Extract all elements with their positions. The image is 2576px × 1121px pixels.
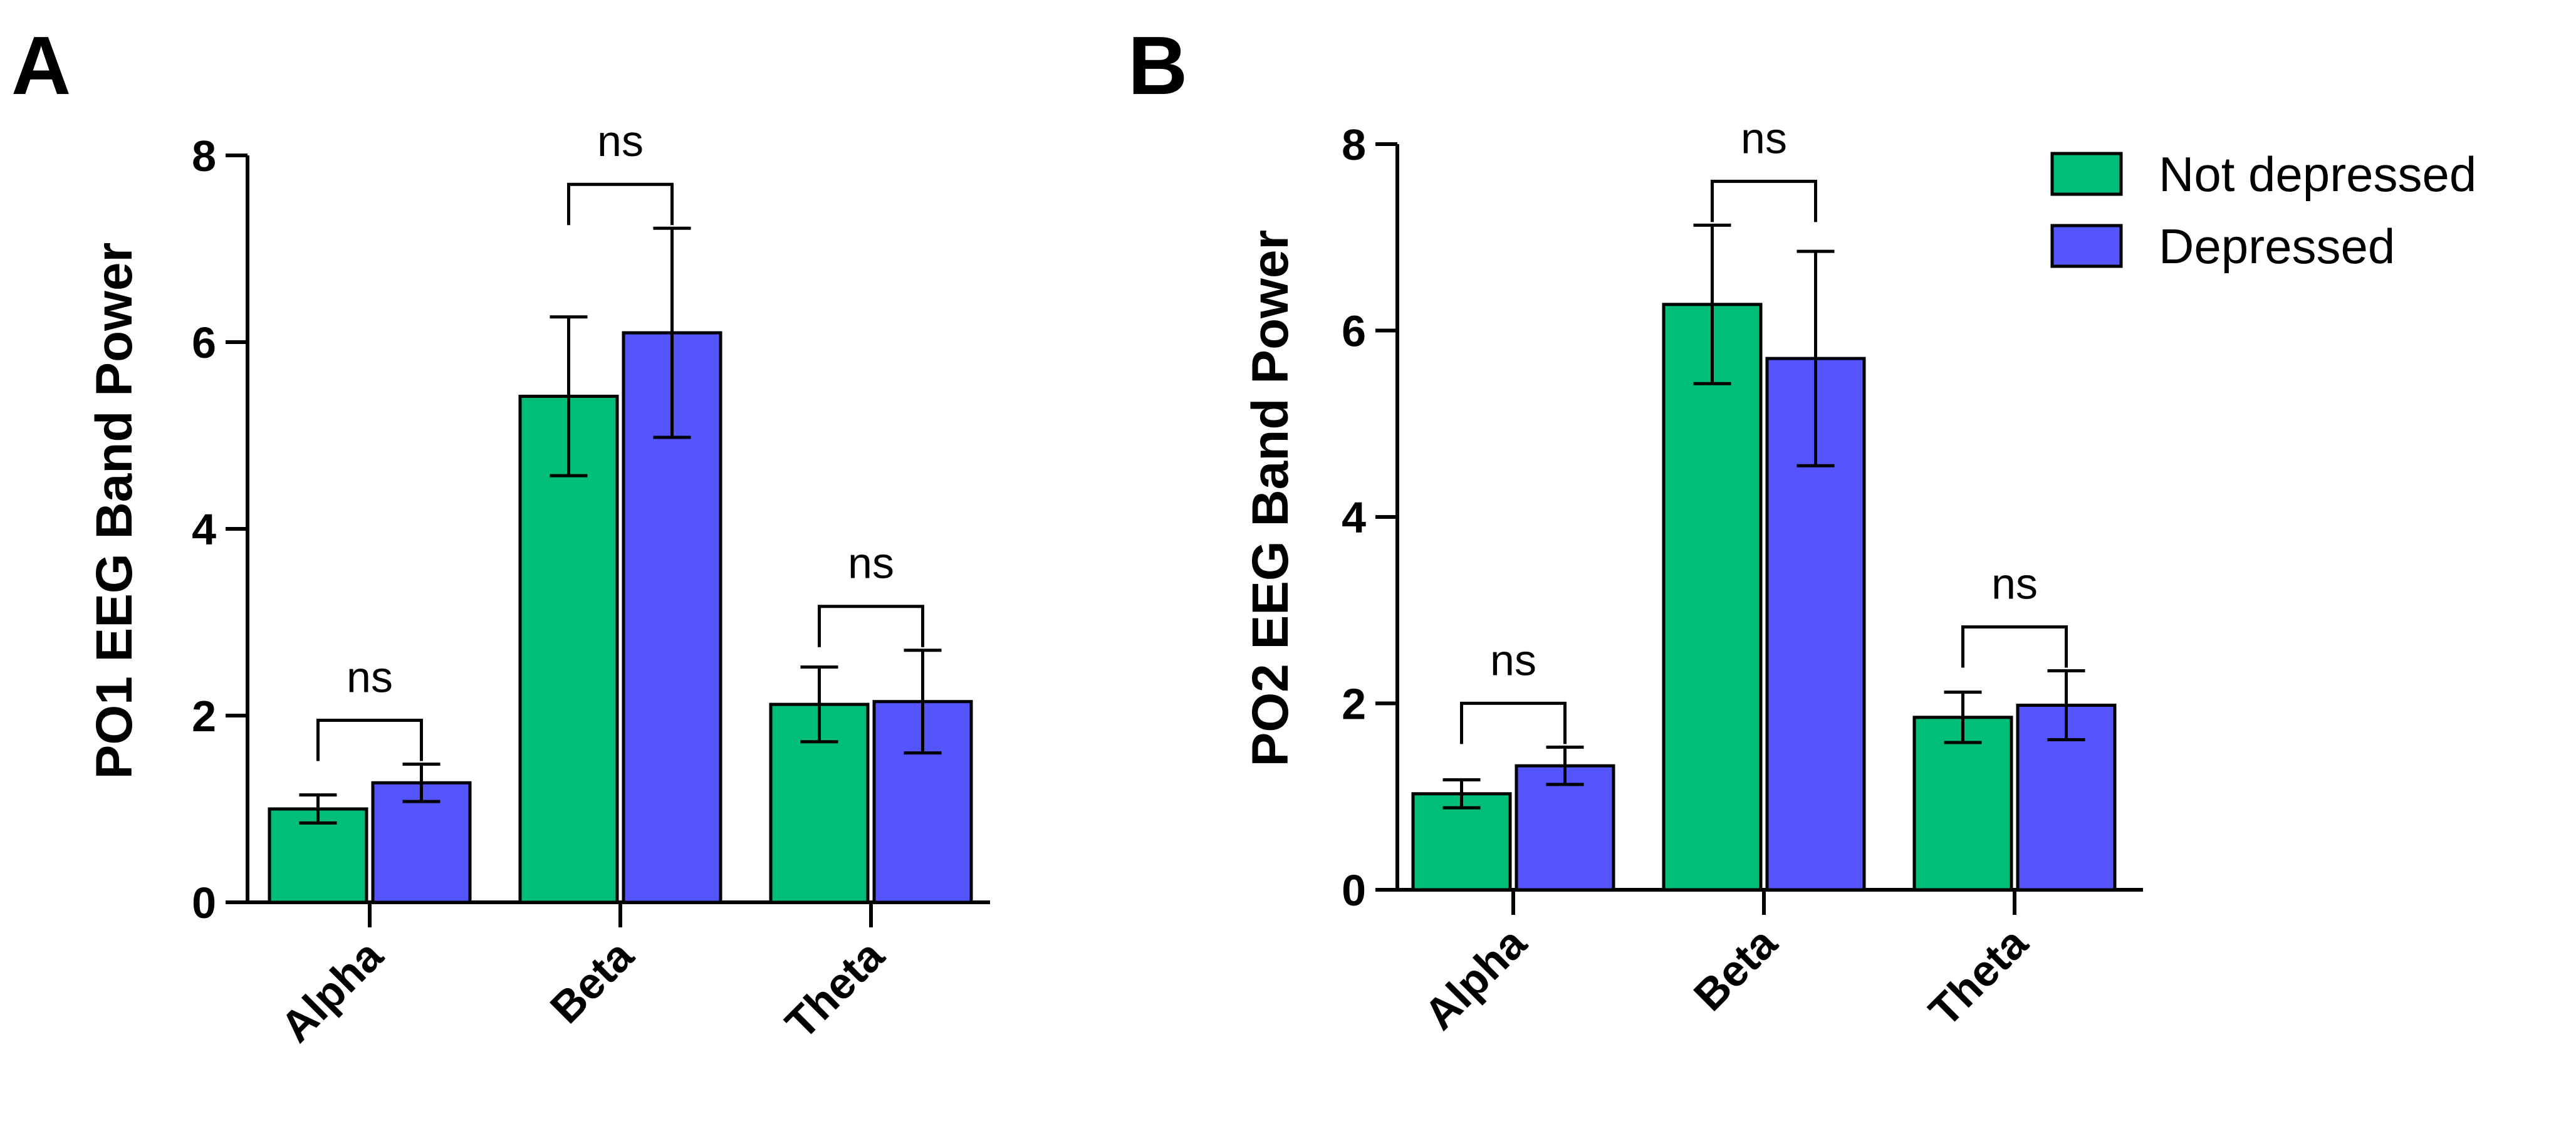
- panel-b-significance-label-beta: ns: [1741, 113, 1787, 162]
- panel-a-significance-label-beta: ns: [597, 117, 644, 165]
- legend-swatch-depressed: [2050, 224, 2123, 268]
- panel-a-bar-beta-not-depressed: [518, 394, 619, 904]
- panel-a-y-axis-title: PO1 EEG Band Power: [86, 242, 143, 779]
- panel-b-letter: B: [1128, 19, 1187, 112]
- panel-a-y-tick-label: 8: [192, 132, 216, 180]
- panel-a-y-tick-label: 0: [192, 879, 216, 927]
- legend-label-not-depressed: Not depressed: [2159, 147, 2476, 202]
- panel-b-y-tick-label: 8: [1342, 120, 1366, 169]
- panel-a-y-tick-label: 2: [192, 692, 216, 741]
- panel-b-y-axis-title: PO2 EEG Band Power: [1242, 230, 1299, 767]
- panel-b-bar-alpha-not-depressed: [1411, 792, 1512, 892]
- panel-a-y-tick-label: 4: [192, 505, 216, 554]
- panel-b-y-tick-label: 6: [1342, 307, 1366, 356]
- panel-b-category-label-alpha: Alpha: [1415, 918, 1536, 1039]
- panel-a-significance-bracket-theta: [818, 605, 924, 647]
- panel-a-plot: 0 2 4 6 8 Alpha ns Beta ns Theta ns: [192, 117, 990, 1051]
- panel-b-significance-label-alpha: ns: [1490, 635, 1536, 684]
- panel-a-category-label-alpha: Alpha: [271, 931, 392, 1051]
- panel-a-y-tick-label: 6: [192, 318, 216, 367]
- panel-b-category-label-beta: Beta: [1684, 918, 1786, 1020]
- panel-b-bar-theta-not-depressed: [1912, 716, 2013, 892]
- panel-b-significance-bracket-alpha: [1460, 701, 1567, 744]
- panel-a-significance-bracket-alpha: [316, 718, 423, 761]
- legend: Not depressed Depressed: [2050, 147, 2476, 274]
- panel-a-letter: A: [11, 19, 71, 112]
- panel-b-bar-beta-not-depressed: [1662, 303, 1763, 892]
- panel-b-plot: 0 2 4 6 8 Alpha ns Beta ns Theta ns: [1342, 113, 2143, 1039]
- panel-b-significance-label-theta: ns: [1991, 559, 2038, 608]
- panel-a-category-label-beta: Beta: [541, 931, 643, 1033]
- panel-b-y-tick-label: 2: [1342, 680, 1366, 729]
- panel-b-y-tick-label: 4: [1342, 493, 1366, 542]
- panel-b: B PO2 EEG Band Power 0 2 4 6 8 Alpha ns Beta ns T…: [1128, 19, 2143, 1039]
- legend-swatch-not-depressed: [2050, 152, 2123, 196]
- panel-a: A PO1 EEG Band Power 0 2 4 6 8 Alpha ns Beta ns T…: [11, 19, 990, 1051]
- panel-b-significance-bracket-theta: [1961, 625, 2068, 668]
- panel-b-significance-bracket-beta: [1711, 179, 1817, 222]
- panel-b-bar-alpha-depressed: [1515, 764, 1615, 892]
- panel-a-significance-bracket-beta: [567, 182, 674, 226]
- panel-b-y-tick-label: 0: [1342, 866, 1366, 915]
- panel-b-category-label-theta: Theta: [1919, 918, 2037, 1036]
- panel-a-significance-label-alpha: ns: [347, 652, 393, 701]
- panel-a-significance-label-theta: ns: [848, 539, 894, 588]
- legend-label-depressed: Depressed: [2159, 219, 2395, 274]
- panel-a-category-label-theta: Theta: [776, 931, 894, 1048]
